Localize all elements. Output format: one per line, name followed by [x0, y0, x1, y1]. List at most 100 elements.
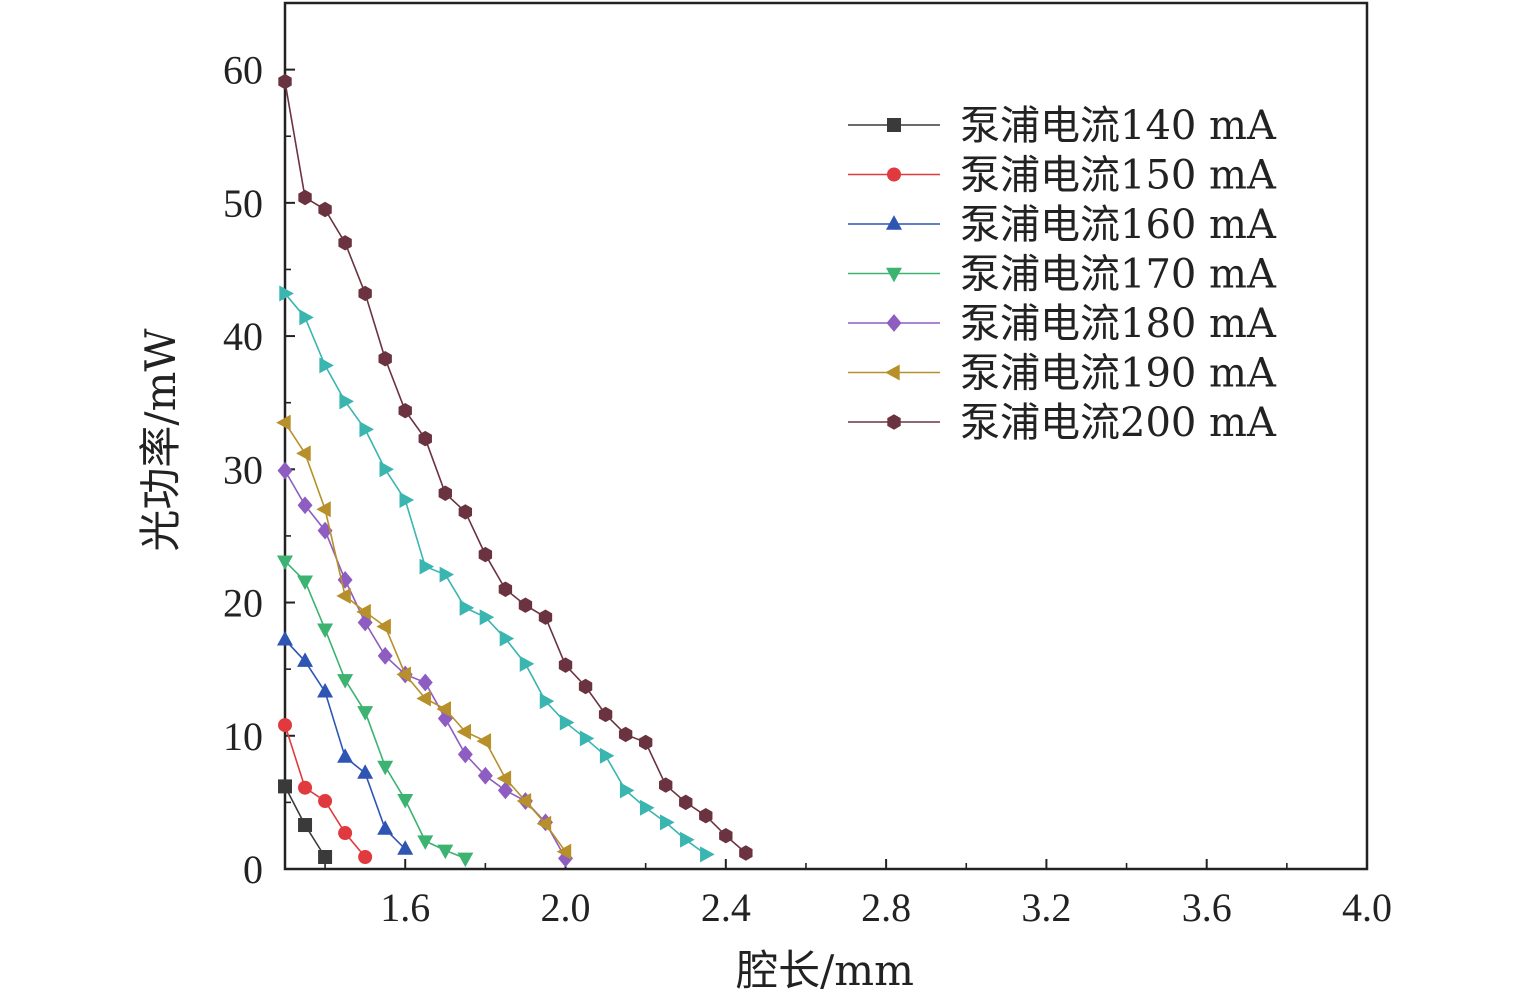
data-point — [659, 777, 673, 793]
series-line — [284, 724, 366, 858]
data-point — [417, 673, 433, 692]
data-point — [519, 655, 535, 672]
y-tick-label: 50 — [223, 181, 263, 226]
data-point — [556, 843, 572, 860]
series-line — [284, 639, 406, 850]
data-point — [398, 402, 412, 419]
data-point — [418, 430, 432, 447]
legend-item: 泵浦电流150 mA — [848, 153, 1277, 199]
x-axis-title: 腔长/mm — [736, 946, 914, 995]
x-tick-label: 2.8 — [861, 885, 911, 930]
legend-item: 泵浦电流170 mA — [848, 252, 1277, 298]
data-point — [377, 646, 393, 665]
data-point — [277, 461, 293, 480]
legend-label: 泵浦电流140 mA — [960, 103, 1277, 149]
data-point — [338, 826, 353, 841]
data-point — [378, 350, 392, 367]
data-point — [317, 682, 334, 698]
y-tick-label: 40 — [223, 314, 263, 359]
data-point — [356, 603, 371, 620]
legend-marker — [885, 364, 900, 381]
data-point — [379, 461, 395, 478]
data-point — [456, 723, 472, 740]
data-point — [599, 747, 615, 764]
data-point — [579, 730, 595, 747]
data-point — [397, 794, 414, 809]
data-point — [357, 764, 374, 779]
data-point — [700, 846, 715, 863]
data-point — [416, 690, 431, 707]
data-point — [478, 546, 493, 563]
legend-label: 泵浦电流150 mA — [960, 153, 1277, 199]
legend-marker — [887, 414, 901, 430]
data-point — [438, 485, 452, 502]
series-line — [284, 81, 747, 854]
data-point — [276, 414, 291, 431]
data-point — [318, 794, 333, 809]
data-point — [319, 357, 334, 374]
data-point — [638, 734, 653, 751]
legend-item: 泵浦电流180 mA — [848, 301, 1277, 347]
y-tick-label: 10 — [223, 714, 263, 759]
legend-marker — [887, 167, 901, 182]
series — [277, 631, 414, 855]
data-point — [479, 609, 495, 626]
x-tick-label: 3.6 — [1182, 885, 1232, 930]
data-point — [538, 609, 553, 625]
data-point — [558, 657, 573, 673]
data-point — [278, 779, 292, 794]
data-point — [337, 748, 354, 763]
data-point — [499, 630, 515, 647]
data-point — [278, 73, 292, 90]
data-point — [618, 726, 633, 743]
data-point — [739, 845, 753, 861]
data-point — [399, 491, 415, 508]
data-point — [417, 835, 434, 850]
data-point — [457, 745, 473, 764]
axes: 0 10 20 30 40 50 60 1.6 2.0 2.4 2.8 3.2 3.6 4.0 — [223, 48, 1392, 930]
data-point — [297, 575, 314, 591]
data-point — [559, 714, 575, 731]
data-point — [339, 393, 354, 410]
data-point — [317, 623, 334, 639]
legend-label: 泵浦电流200 mA — [960, 400, 1277, 446]
data-point — [497, 781, 513, 800]
data-point — [278, 718, 292, 733]
data-point — [336, 587, 351, 604]
data-point — [477, 766, 493, 785]
data-point — [516, 793, 532, 810]
data-point — [518, 597, 533, 613]
data-point — [297, 652, 314, 667]
data-point — [437, 844, 454, 860]
legend-label: 泵浦电流190 mA — [960, 351, 1277, 397]
data-point — [277, 631, 293, 646]
data-point — [297, 496, 313, 515]
data-point — [419, 558, 435, 575]
x-tick-label: 4.0 — [1342, 885, 1392, 930]
data-point — [396, 666, 411, 683]
legend-item: 泵浦电流190 mA — [848, 351, 1277, 397]
data-point — [377, 760, 394, 776]
data-point — [277, 555, 293, 571]
data-point — [539, 693, 555, 710]
legend-label: 泵浦电流180 mA — [960, 301, 1277, 347]
data-point — [377, 820, 394, 835]
data-point — [337, 674, 354, 689]
y-axis-title: 光功率/mW — [136, 328, 185, 552]
series — [278, 779, 333, 865]
data-point — [459, 599, 475, 616]
series — [277, 555, 474, 868]
legend-label: 泵浦电流160 mA — [960, 202, 1277, 248]
data-point — [719, 827, 733, 844]
data-point — [496, 770, 512, 787]
data-point — [318, 201, 332, 218]
y-tick-label: 20 — [223, 581, 263, 626]
data-point — [298, 189, 312, 206]
series-layer — [276, 73, 753, 868]
data-point — [598, 706, 613, 723]
data-point — [457, 852, 474, 868]
legend-marker — [886, 314, 902, 332]
data-point — [397, 840, 414, 855]
series — [279, 285, 715, 863]
